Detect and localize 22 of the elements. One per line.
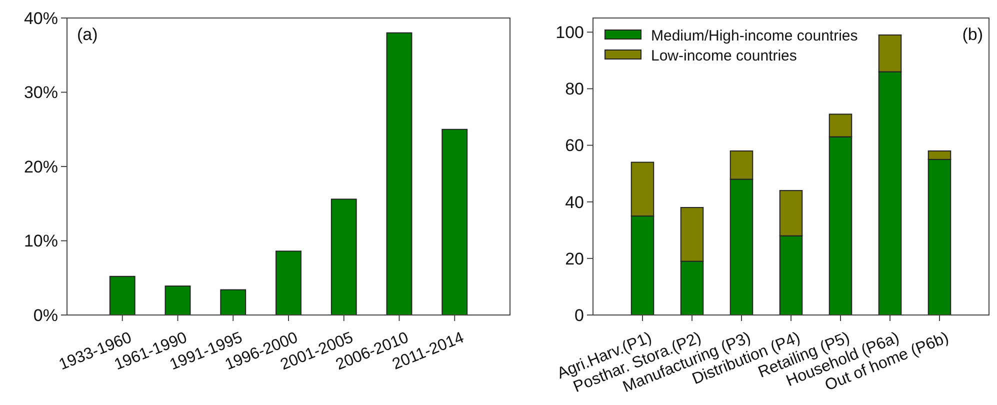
bar	[442, 128, 468, 316]
annotation: (b)	[962, 25, 983, 44]
y-tick-label: 40%	[24, 8, 58, 28]
y-tick-label: 10%	[24, 232, 58, 251]
y-tick-label: 20%	[24, 157, 58, 176]
bar	[386, 32, 412, 316]
bar	[220, 289, 246, 316]
y-tick-label: 40	[565, 192, 584, 212]
bar	[164, 286, 191, 316]
annotation: (a)	[77, 25, 98, 44]
y-tick-label: 80	[565, 80, 584, 99]
bar	[330, 198, 357, 316]
y-tick-label: 100	[556, 23, 584, 42]
bar	[109, 276, 136, 316]
bar	[276, 250, 302, 316]
y-tick-label: 0	[574, 306, 584, 325]
y-tick-label: 20	[565, 249, 584, 268]
y-tick-label: 30%	[24, 83, 58, 102]
y-tick-label: 60	[565, 136, 584, 156]
legend-label: Low-income countries	[651, 47, 797, 64]
y-tick-label: 0%	[33, 306, 58, 325]
legend-label: Medium/High-income countries	[651, 27, 858, 44]
